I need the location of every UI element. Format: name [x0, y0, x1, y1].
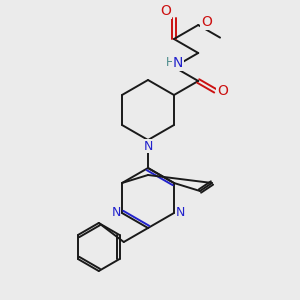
Text: O: O	[201, 15, 212, 29]
Text: H: H	[166, 56, 174, 70]
Text: N: N	[111, 206, 121, 220]
Text: N: N	[143, 140, 153, 152]
Text: O: O	[160, 4, 171, 18]
Text: N: N	[175, 206, 185, 220]
Text: O: O	[217, 84, 228, 98]
Text: N: N	[173, 56, 183, 70]
